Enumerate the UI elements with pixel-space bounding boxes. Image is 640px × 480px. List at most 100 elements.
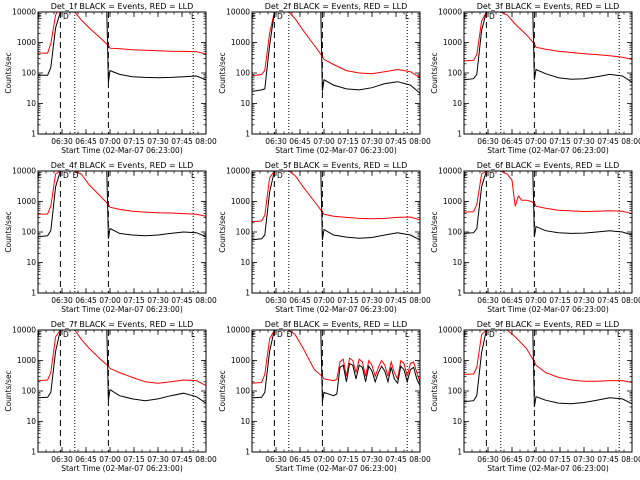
- x-tick-label: 07:30: [573, 455, 595, 464]
- series-group: [464, 12, 632, 82]
- state-marker: E: [37, 171, 42, 180]
- y-tick-label: 10000: [12, 8, 36, 17]
- x-tick-label: 07:30: [147, 455, 169, 464]
- state-marker: E: [463, 12, 468, 21]
- y-tick-label: 1000: [443, 38, 462, 47]
- x-tick-label: 07:00: [525, 455, 547, 464]
- state-marker: D: [63, 171, 69, 180]
- x-tick-label: 07:15: [123, 137, 145, 146]
- y-tick-label: 1000: [443, 197, 462, 206]
- y-tick-label: 10: [26, 258, 36, 267]
- x-tick-label: 06:45: [75, 296, 97, 305]
- x-tick-label: 08:00: [195, 137, 217, 146]
- y-tick-label: 1: [457, 130, 462, 139]
- panel-title: Det_1f BLACK = Events, RED = LLD: [51, 2, 194, 11]
- x-tick-label: 06:45: [75, 137, 97, 146]
- y-tick-label: 100: [236, 387, 251, 396]
- panel-title: Det_8f BLACK = Events, RED = LLD: [265, 320, 408, 329]
- y-tick-label: 1: [245, 448, 250, 457]
- series-line-events: [252, 12, 420, 93]
- x-tick-label: 06:30: [477, 296, 499, 305]
- x-axis-label: Start Time (02-Mar-07 06:23:00): [487, 146, 609, 155]
- series-group: [38, 330, 206, 403]
- x-tick-label: 06:30: [51, 455, 73, 464]
- x-tick-label: 06:30: [265, 296, 287, 305]
- y-axis-label: Counts/sec: [430, 52, 439, 93]
- y-tick-label: 10000: [12, 326, 36, 335]
- panel-title: Det_5f BLACK = Events, RED = LLD: [265, 161, 408, 170]
- x-tick-label: 06:30: [265, 455, 287, 464]
- detector-panel: 1 10 100 1000 10000 06:30 06:45 07:00 07:15 07:30…: [430, 320, 640, 473]
- y-tick-label: 100: [22, 69, 37, 78]
- series-group: [464, 171, 632, 237]
- x-tick-label: 07:15: [337, 455, 359, 464]
- x-tick-label: 07:45: [171, 137, 193, 146]
- x-tick-label: 06:45: [289, 455, 311, 464]
- y-tick-label: 10000: [226, 326, 250, 335]
- plot-frame: [252, 12, 420, 134]
- detector-panel: 1 10 100 1000 10000 06:30 06:45 07:00 07:15 07:30…: [430, 161, 640, 314]
- detector-panel: 1 10 100 1000 10000 06:30 06:45 07:00 07:15 07:30…: [218, 320, 431, 473]
- state-marker: D: [63, 12, 69, 21]
- y-tick-label: 1: [245, 289, 250, 298]
- x-tick-label: 07:30: [147, 137, 169, 146]
- series-line-events: [464, 171, 632, 237]
- y-tick-label: 10: [452, 258, 462, 267]
- series-line-events: [38, 12, 206, 82]
- y-tick-label: 10000: [12, 167, 36, 176]
- state-marker: E: [463, 171, 468, 180]
- x-tick-label: 06:45: [75, 455, 97, 464]
- y-tick-label: 1: [31, 289, 36, 298]
- y-tick-label: 10: [452, 99, 462, 108]
- series-line-events: [252, 171, 420, 240]
- x-tick-label: 06:45: [501, 455, 523, 464]
- series-group: [252, 171, 420, 240]
- x-tick-label: 06:30: [265, 137, 287, 146]
- state-marker: L: [405, 330, 410, 339]
- detector-panel: 1 10 100 1000 10000 06:30 06:45 07:00 07:15 07:30…: [4, 320, 217, 473]
- y-axis-label: Counts/sec: [430, 370, 439, 411]
- state-marker: D: [63, 330, 69, 339]
- x-tick-label: 07:30: [573, 137, 595, 146]
- y-axis-label: Counts/sec: [4, 52, 13, 93]
- x-axis-label: Start Time (02-Mar-07 06:23:00): [61, 464, 183, 473]
- y-tick-label: 1000: [231, 38, 250, 47]
- x-tick-label: 07:45: [597, 137, 619, 146]
- series-line-events: [464, 330, 632, 407]
- state-marker: E: [37, 12, 42, 21]
- x-tick-label: 07:45: [171, 296, 193, 305]
- detector-panel: 1 10 100 1000 10000 06:30 06:45 07:00 07:15 07:30…: [430, 2, 640, 155]
- y-tick-label: 100: [448, 69, 463, 78]
- y-tick-label: 10: [26, 99, 36, 108]
- x-tick-label: 07:00: [99, 455, 121, 464]
- series-line-events: [38, 330, 206, 403]
- x-tick-label: 07:15: [549, 296, 571, 305]
- x-tick-label: 06:30: [477, 137, 499, 146]
- state-marker: E: [463, 330, 468, 339]
- x-axis-label: Start Time (02-Mar-07 06:23:00): [275, 305, 397, 314]
- y-tick-label: 10: [240, 417, 250, 426]
- y-tick-label: 1: [31, 130, 36, 139]
- x-tick-label: 07:45: [385, 296, 407, 305]
- x-tick-label: 08:00: [409, 296, 431, 305]
- panel-title: Det_9f BLACK = Events, RED = LLD: [477, 320, 620, 329]
- x-tick-label: 07:30: [361, 137, 383, 146]
- x-tick-label: 07:45: [171, 455, 193, 464]
- x-axis-label: Start Time (02-Mar-07 06:23:00): [61, 146, 183, 155]
- x-axis-label: Start Time (02-Mar-07 06:23:00): [487, 305, 609, 314]
- y-tick-label: 10: [240, 99, 250, 108]
- y-tick-label: 100: [236, 69, 251, 78]
- state-marker: L: [405, 171, 410, 180]
- panel-title: Det_4f BLACK = Events, RED = LLD: [51, 161, 194, 170]
- y-tick-label: 100: [236, 228, 251, 237]
- x-tick-label: 07:00: [525, 296, 547, 305]
- state-marker: E: [251, 171, 256, 180]
- state-marker: E: [251, 330, 256, 339]
- plot-frame: [252, 330, 420, 452]
- x-tick-label: 07:00: [313, 137, 335, 146]
- plot-frame: [464, 12, 632, 134]
- x-tick-label: 06:30: [51, 137, 73, 146]
- x-tick-label: 07:00: [99, 137, 121, 146]
- x-tick-label: 06:45: [501, 296, 523, 305]
- x-tick-label: 07:45: [385, 137, 407, 146]
